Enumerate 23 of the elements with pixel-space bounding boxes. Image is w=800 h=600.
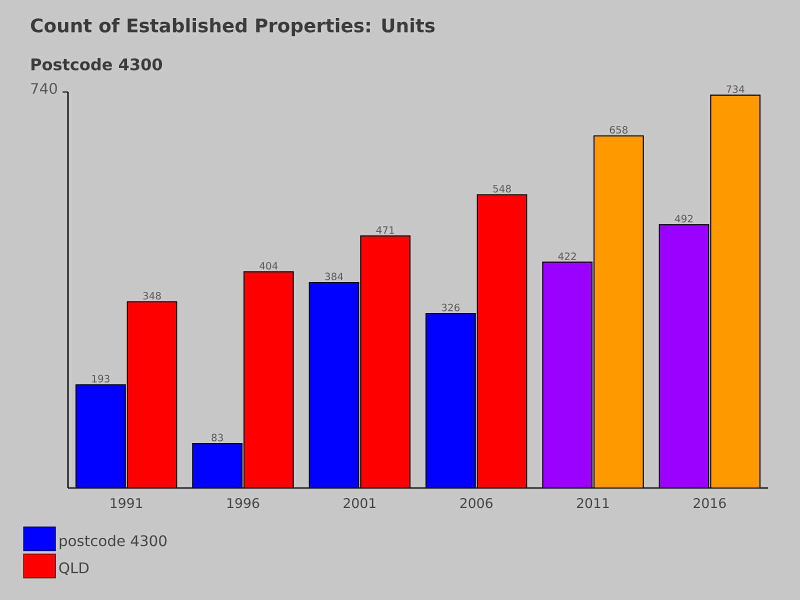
chart-title: Count of Established Properties: Units (30, 18, 435, 36)
x-tick-label: 1996 (228, 498, 260, 508)
x-tick-label: 2006 (460, 498, 492, 508)
data-label: 193 (92, 374, 110, 382)
data-label: 384 (325, 272, 343, 280)
data-label: 422 (558, 252, 576, 260)
data-label: 83 (212, 434, 223, 442)
data-label: 348 (143, 292, 161, 300)
x-tick-label: 1991 (110, 498, 142, 508)
data-label: 492 (674, 214, 693, 222)
y-tick-label: 740 (31, 82, 57, 94)
x-tick-label: 2011 (577, 498, 609, 508)
data-label: 658 (610, 126, 628, 134)
x-tick-label: 2001 (344, 498, 376, 508)
x-tick-label: 2016 (694, 498, 726, 508)
data-label: 404 (260, 262, 278, 270)
legend-label: postcode 4300 (60, 534, 166, 550)
legend-label: QLD (59, 562, 89, 576)
data-label: 734 (726, 85, 744, 93)
data-label: 326 (442, 304, 460, 312)
data-label: 471 (376, 226, 394, 234)
data-label: 548 (493, 184, 511, 192)
chart-subtitle: Postcode 4300 (32, 58, 162, 70)
